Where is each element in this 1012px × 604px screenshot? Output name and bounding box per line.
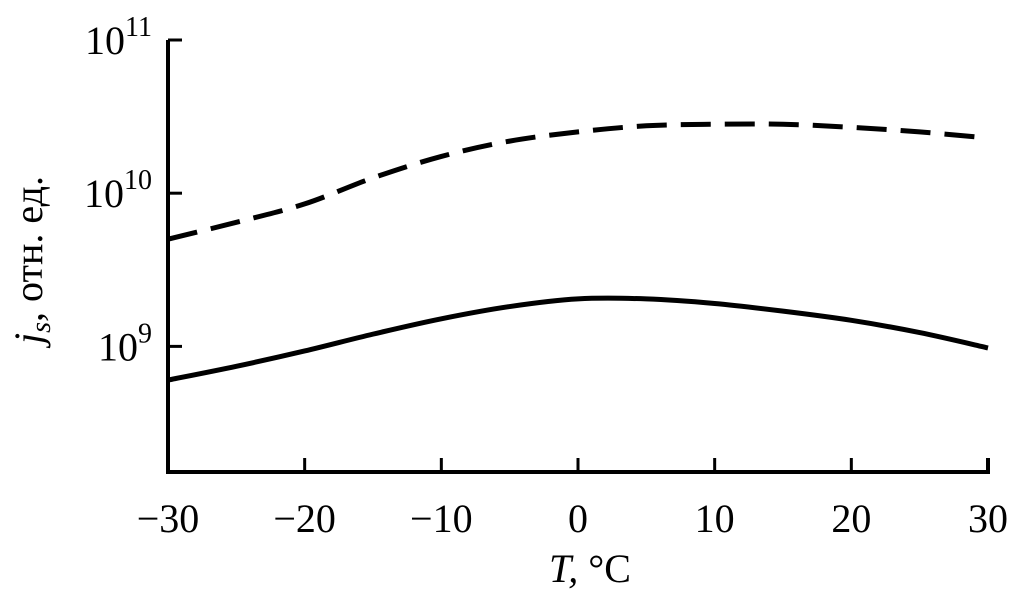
x-tick-label: 20 (831, 496, 871, 541)
x-tick-label: −10 (410, 496, 473, 541)
y-tick-label: 1010 (84, 165, 152, 216)
x-axis-label: T, °C (549, 546, 631, 591)
x-tick-label: 30 (968, 496, 1008, 541)
series-line-dashed (167, 121, 989, 242)
series-group (167, 121, 989, 383)
tick-labels: −30 −20 −10 0 10 20 30 109 1010 1011 (84, 12, 1008, 541)
y-tick-label: 1011 (85, 12, 152, 63)
x-tick-label: 10 (695, 496, 735, 541)
x-tick-label: 0 (568, 496, 588, 541)
axes (166, 38, 990, 474)
axis-frame (166, 40, 990, 474)
series-line-solid (167, 295, 989, 383)
x-tick-label: −30 (137, 496, 200, 541)
y-axis-label: js, отн. ед. (6, 176, 57, 349)
x-tick-label: −20 (273, 496, 336, 541)
y-tick-label: 109 (98, 318, 152, 369)
